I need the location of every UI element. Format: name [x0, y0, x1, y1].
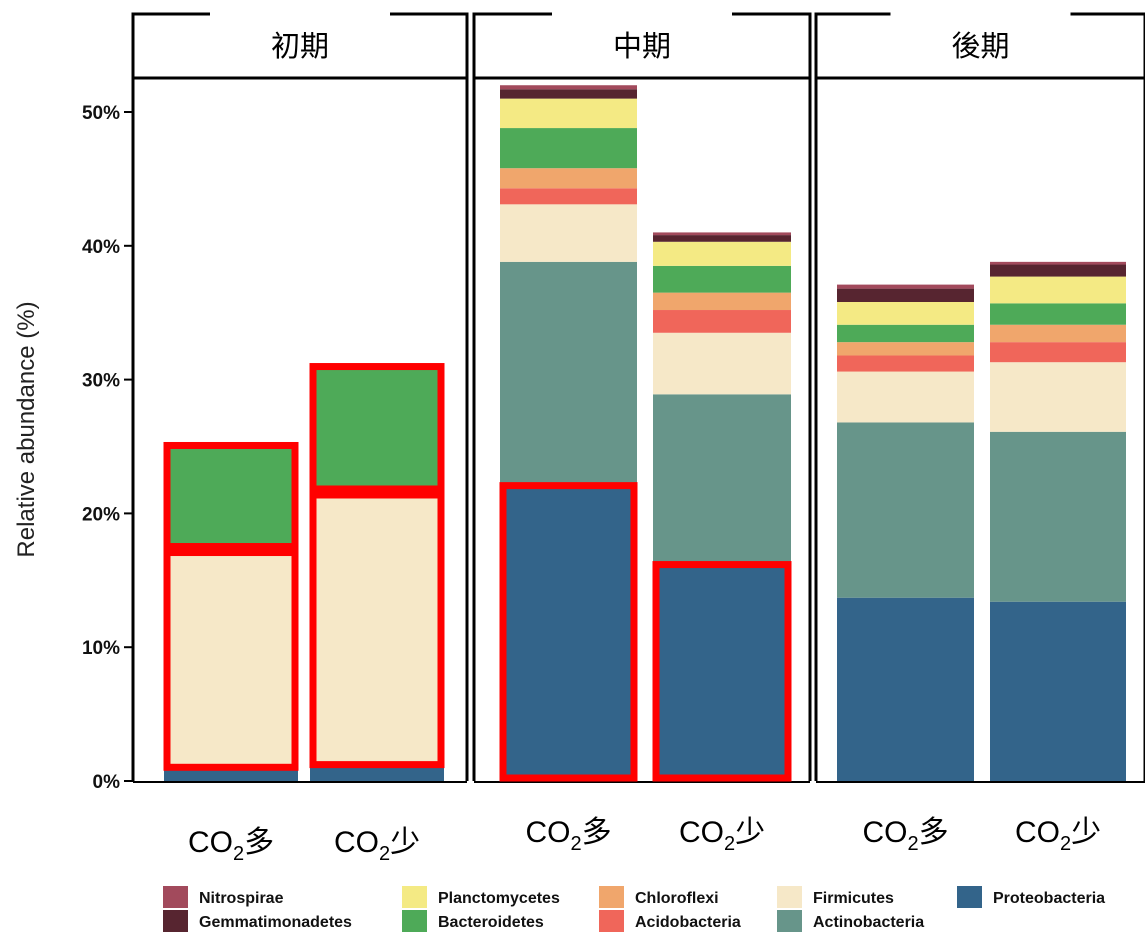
highlight-box	[163, 441, 299, 551]
y-tick-label: 40%	[82, 237, 120, 258]
legend-label: Chloroflexi	[635, 890, 719, 907]
legend-swatch-firmicutes	[777, 886, 802, 908]
bar-segment-actinobacteria	[990, 431, 1126, 602]
panel-title: 初期	[271, 29, 329, 63]
y-tick-label: 50%	[82, 103, 120, 124]
x-category-label: CO2多	[188, 826, 274, 865]
bar-segment-chloroflexi	[990, 324, 1126, 343]
bar-segment-bacteroidetes	[164, 442, 298, 550]
y-tick-label: 30%	[82, 371, 120, 392]
x-category-label: CO2少	[679, 816, 765, 855]
legend-label: Bacteroidetes	[438, 914, 544, 931]
legend-label: Proteobacteria	[993, 890, 1105, 907]
bar-segment-nitrospirae	[990, 261, 1126, 265]
bar-segment-firmicutes	[653, 332, 791, 395]
bar-segment-proteobacteria	[500, 482, 637, 781]
bar-segment-planctomycetes	[500, 98, 637, 129]
x-category-label: CO2多	[525, 816, 611, 855]
legend-swatch-proteobacteria	[957, 886, 982, 908]
legend-label: Acidobacteria	[635, 914, 741, 931]
panel-title: 後期	[951, 29, 1009, 63]
legend-swatch-gemmatimonadetes	[163, 910, 188, 932]
strip-gap	[210, 11, 390, 18]
bar-segment-bacteroidetes	[310, 363, 444, 492]
y-tick-label: 0%	[93, 772, 121, 793]
bar-segment-gemmatimonadetes	[653, 235, 791, 242]
panel-strip	[472, 12, 812, 80]
panel-title: 中期	[613, 29, 671, 63]
bar-segment-nitrospirae	[500, 85, 637, 90]
bar-segment-gemmatimonadetes	[500, 89, 637, 99]
legend-swatch-nitrospirae	[163, 886, 188, 908]
legend-swatch-chloroflexi	[599, 886, 624, 908]
y-tick-label: 20%	[82, 504, 120, 525]
panel-3: 後期	[814, 11, 1145, 783]
chart-panels: 初期 中期 後期	[131, 11, 1145, 783]
x-category-label: CO2少	[334, 826, 420, 865]
highlight-box	[309, 491, 445, 769]
legend-swatch-bacteroidetes	[402, 910, 427, 932]
bar-segment-chloroflexi	[837, 342, 974, 356]
bar-segment-proteobacteria	[837, 597, 974, 781]
x-category-label: CO2少	[1015, 816, 1101, 855]
panel-1: 初期	[131, 11, 469, 783]
bar-segment-bacteroidetes	[500, 128, 637, 169]
bar-segment-firmicutes	[164, 549, 298, 771]
x-axis-category-labels: CO2多 CO2少 CO2多 CO2少 CO2多 CO2少	[188, 816, 1101, 865]
bar-segment-firmicutes	[837, 371, 974, 423]
legend: Nitrospirae Gemmatimonadetes Planctomycete…	[163, 886, 1105, 932]
bar-segment-proteobacteria	[653, 561, 791, 781]
bar-segment-acidobacteria	[990, 342, 1126, 363]
bar-segment-actinobacteria	[500, 261, 637, 483]
bar-segment-proteobacteria	[164, 770, 298, 781]
bar-segment-planctomycetes	[990, 276, 1126, 304]
legend-swatch-planctomycetes	[402, 886, 427, 908]
highlight-box	[652, 561, 792, 782]
bar-segment-bacteroidetes	[990, 303, 1126, 325]
bar-segment-bacteroidetes	[837, 324, 974, 343]
panel-2: 中期	[472, 11, 812, 783]
bar-segment-gemmatimonadetes	[837, 288, 974, 302]
highlight-box	[163, 549, 299, 771]
bar-segment-nitrospirae	[837, 284, 974, 289]
legend-swatch-actinobacteria	[777, 910, 802, 932]
bar-segment-chloroflexi	[653, 292, 791, 311]
strip-gap	[890, 11, 1071, 18]
strip-gap	[552, 11, 732, 18]
highlight-box	[309, 363, 445, 493]
bar-segment-acidobacteria	[500, 188, 637, 205]
bar-segment-proteobacteria	[310, 767, 444, 781]
legend-label: Firmicutes	[813, 890, 894, 907]
bar-segment-chloroflexi	[500, 168, 637, 189]
bar-segment-bacteroidetes	[653, 265, 791, 293]
bar-segment-acidobacteria	[653, 310, 791, 333]
bar-segment-actinobacteria	[837, 422, 974, 598]
bar-segment-nitrospirae	[653, 232, 791, 236]
bar-segment-planctomycetes	[837, 301, 974, 325]
bar-segment-firmicutes	[990, 362, 1126, 432]
bar-segment-gemmatimonadetes	[990, 264, 1126, 277]
y-tick-label: 10%	[82, 638, 120, 659]
highlight-box	[499, 482, 638, 782]
legend-swatch-acidobacteria	[599, 910, 624, 932]
bar-segment-actinobacteria	[653, 394, 791, 562]
bar-segment-firmicutes	[500, 204, 637, 262]
bar-segment-proteobacteria	[990, 601, 1126, 781]
legend-label: Gemmatimonadetes	[199, 914, 352, 931]
bar-segment-acidobacteria	[837, 355, 974, 372]
y-axis-label: Relative abundance (%)	[13, 301, 40, 557]
x-category-label: CO2多	[862, 816, 948, 855]
bar-segment-firmicutes	[310, 491, 444, 768]
legend-label: Actinobacteria	[813, 914, 924, 931]
panel-strip	[131, 12, 469, 80]
bar-segment-planctomycetes	[653, 241, 791, 266]
legend-label: Planctomycetes	[438, 890, 560, 907]
legend-label: Nitrospirae	[199, 890, 284, 907]
y-axis: 0% 10% 20% 30% 40% 50% Relative abundance (%)	[13, 103, 133, 793]
